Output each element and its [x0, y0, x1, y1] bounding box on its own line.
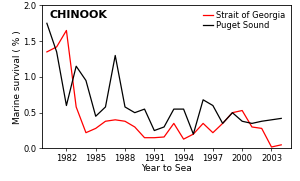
- Strait of Georgia: [45, 51, 49, 53]
- Puget Sound: [45, 22, 49, 24]
- Strait of Georgia: [240, 110, 244, 112]
- Strait of Georgia: [123, 120, 127, 122]
- Puget Sound: [162, 126, 166, 128]
- Puget Sound: [201, 99, 205, 101]
- Y-axis label: Marine survival ( % ): Marine survival ( % ): [13, 30, 22, 124]
- Puget Sound: [152, 129, 156, 132]
- Strait of Georgia: [250, 126, 254, 128]
- Puget Sound: [250, 122, 254, 125]
- Puget Sound: [64, 104, 68, 107]
- Puget Sound: [113, 54, 117, 56]
- Puget Sound: [270, 119, 273, 121]
- Strait of Georgia: [211, 132, 215, 134]
- Strait of Georgia: [94, 127, 98, 129]
- Puget Sound: [143, 108, 146, 110]
- Strait of Georgia: [192, 133, 195, 135]
- Strait of Georgia: [133, 126, 136, 128]
- Puget Sound: [133, 111, 136, 114]
- Strait of Georgia: [143, 137, 146, 139]
- Strait of Georgia: [84, 132, 88, 134]
- Puget Sound: [221, 122, 224, 125]
- X-axis label: Year to Sea: Year to Sea: [141, 164, 192, 173]
- Legend: Strait of Georgia, Puget Sound: Strait of Georgia, Puget Sound: [202, 10, 287, 32]
- Line: Strait of Georgia: Strait of Georgia: [47, 30, 281, 147]
- Strait of Georgia: [113, 119, 117, 121]
- Strait of Georgia: [64, 29, 68, 31]
- Puget Sound: [260, 120, 263, 122]
- Strait of Georgia: [55, 46, 58, 48]
- Puget Sound: [182, 108, 185, 110]
- Strait of Georgia: [162, 136, 166, 138]
- Strait of Georgia: [231, 111, 234, 114]
- Puget Sound: [231, 111, 234, 114]
- Text: CHINOOK: CHINOOK: [50, 10, 107, 20]
- Strait of Georgia: [172, 122, 175, 125]
- Line: Puget Sound: Puget Sound: [47, 23, 281, 134]
- Puget Sound: [104, 106, 107, 108]
- Strait of Georgia: [270, 146, 273, 148]
- Puget Sound: [279, 117, 283, 119]
- Puget Sound: [211, 104, 215, 107]
- Puget Sound: [84, 79, 88, 82]
- Strait of Georgia: [74, 106, 78, 108]
- Strait of Georgia: [221, 122, 224, 125]
- Strait of Georgia: [260, 127, 263, 129]
- Puget Sound: [94, 115, 98, 117]
- Puget Sound: [74, 65, 78, 67]
- Strait of Georgia: [201, 122, 205, 125]
- Puget Sound: [192, 133, 195, 135]
- Strait of Georgia: [279, 144, 283, 146]
- Strait of Georgia: [182, 138, 185, 140]
- Puget Sound: [55, 51, 58, 53]
- Strait of Georgia: [104, 120, 107, 122]
- Puget Sound: [172, 108, 175, 110]
- Puget Sound: [123, 106, 127, 108]
- Strait of Georgia: [152, 137, 156, 139]
- Puget Sound: [240, 120, 244, 122]
